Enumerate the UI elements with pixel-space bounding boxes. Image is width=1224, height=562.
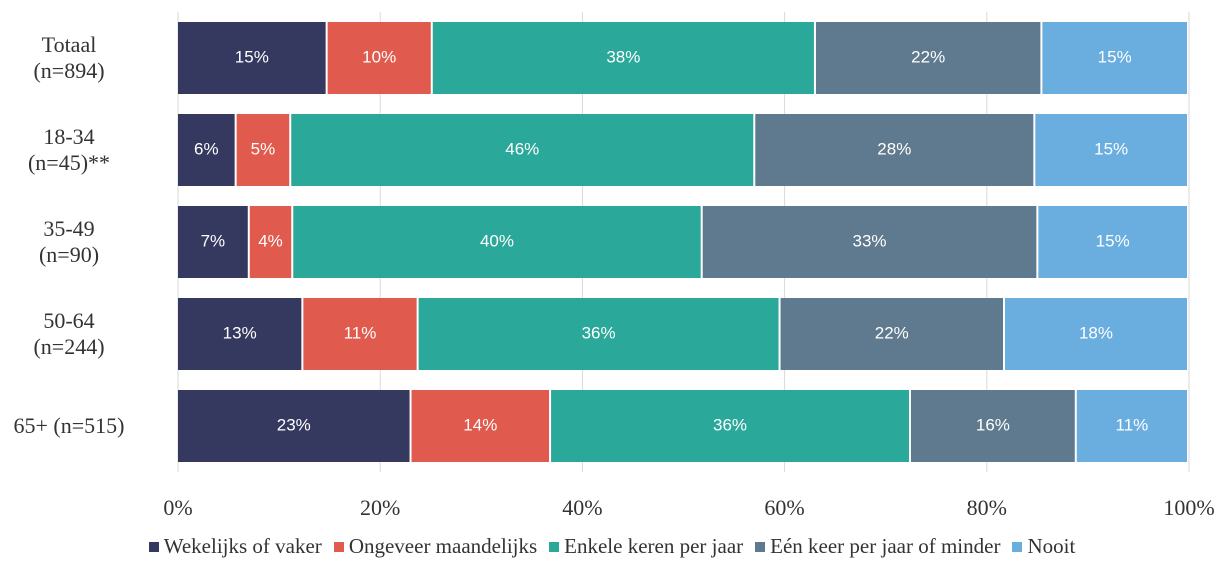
legend-swatch [333, 541, 344, 552]
x-tick-label: 100% [1163, 495, 1214, 520]
legend-item: Eén keer per jaar of minder [755, 534, 1000, 559]
legend-item: Wekelijks of vaker [148, 534, 322, 559]
bar-segment [327, 22, 431, 94]
data-label: 15% [235, 47, 269, 66]
legend-swatch [148, 541, 159, 552]
data-label: 4% [258, 231, 283, 250]
data-label: 40% [480, 231, 514, 250]
bar-segment [178, 206, 248, 278]
data-label: 28% [877, 139, 911, 158]
legend-label: Nooit [1027, 534, 1076, 558]
legend-label: Eén keer per jaar of minder [770, 534, 1001, 558]
x-tick-label: 80% [967, 495, 1007, 520]
legend: Wekelijks of vaker Ongeveer maandelijks En… [0, 534, 1224, 559]
bar-segment [780, 298, 1003, 370]
bar-segment [249, 206, 292, 278]
data-label: 13% [223, 323, 257, 342]
data-label: 33% [853, 231, 887, 250]
legend-label: Ongeveer maandelijks [348, 534, 538, 558]
bar-segment [418, 298, 779, 370]
data-label: 36% [713, 415, 747, 434]
data-label: 11% [344, 323, 377, 342]
data-label: 18% [1079, 323, 1113, 342]
bar-segment [291, 114, 754, 186]
data-label: 22% [911, 47, 945, 66]
bar-segment [178, 298, 302, 370]
y-tick-label: Totaal (n=894) [33, 32, 105, 83]
legend-swatch [755, 541, 766, 552]
data-label: 11% [1116, 415, 1149, 434]
bar-segment [1004, 298, 1187, 370]
data-label: 7% [201, 231, 226, 250]
data-label: 5% [251, 139, 276, 158]
data-label: 23% [277, 415, 311, 434]
bar-segment [178, 390, 410, 462]
bar-segment [910, 390, 1075, 462]
data-label: 14% [463, 415, 497, 434]
data-label: 6% [194, 139, 219, 158]
bar-segment [293, 206, 701, 278]
legend-swatch [1012, 541, 1023, 552]
data-label: 36% [582, 323, 616, 342]
bar-segment [236, 114, 290, 186]
x-tick-label: 60% [764, 495, 804, 520]
bar-segment [1042, 22, 1187, 94]
data-label: 10% [362, 47, 396, 66]
x-tick-label: 20% [360, 495, 400, 520]
data-label: 16% [976, 415, 1010, 434]
data-label: 22% [875, 323, 909, 342]
data-label: 38% [606, 47, 640, 66]
bar-segment [432, 22, 814, 94]
bar-segment [303, 298, 417, 370]
bar-segment [178, 22, 326, 94]
data-label: 46% [505, 139, 539, 158]
data-label: 15% [1096, 231, 1130, 250]
bar-segment [551, 390, 909, 462]
legend-item: Ongeveer maandelijks [333, 534, 538, 559]
data-label: 15% [1098, 47, 1132, 66]
y-tick-label: 50-64 (n=244) [33, 308, 105, 359]
legend-item: Nooit [1012, 534, 1075, 559]
bar-segment [1076, 390, 1187, 462]
bar-segment [411, 390, 550, 462]
bar-segment [702, 206, 1037, 278]
x-tick-label: 40% [562, 495, 602, 520]
y-tick-label: 65+ (n=515) [13, 413, 125, 438]
bar-segment [178, 114, 235, 186]
bar-segment [1035, 114, 1187, 186]
legend-label: Wekelijks of vaker [163, 534, 322, 558]
legend-item: Enkele keren per jaar [549, 534, 743, 559]
legend-label: Enkele keren per jaar [564, 534, 744, 558]
y-tick-label: 18-34 (n=45)** [27, 124, 111, 175]
bar-segment [815, 22, 1041, 94]
data-label: 15% [1094, 139, 1128, 158]
legend-swatch [549, 541, 560, 552]
bar-segment [1038, 206, 1187, 278]
y-tick-label: 35-49 (n=90) [38, 216, 100, 267]
x-tick-label: 0% [163, 495, 192, 520]
bar-segment [755, 114, 1034, 186]
